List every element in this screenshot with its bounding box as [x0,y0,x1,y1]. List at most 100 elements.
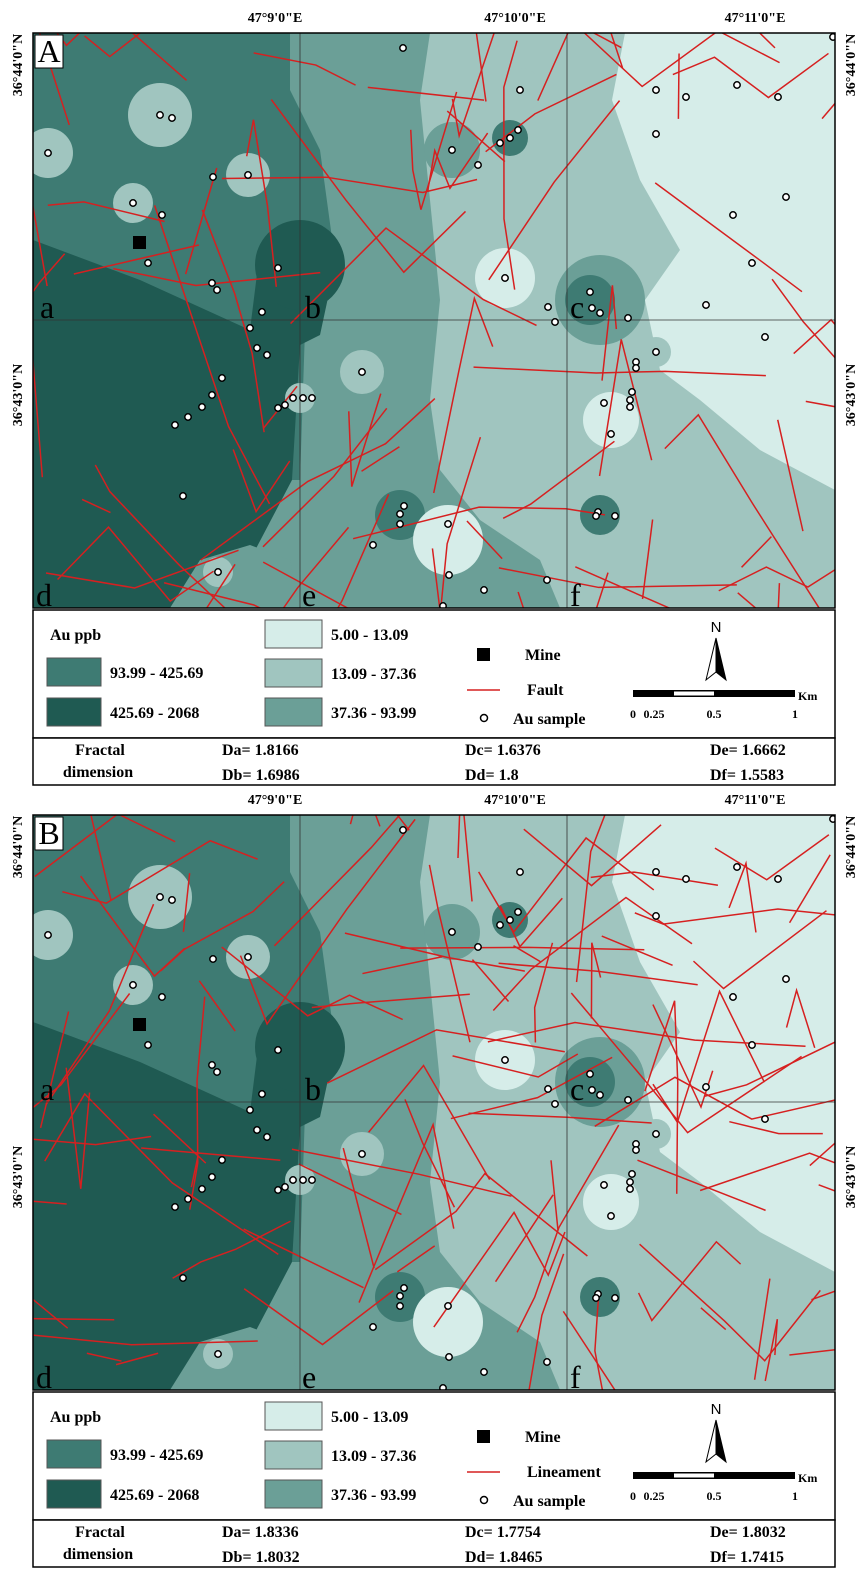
au-sample [749,260,755,266]
legend-line: Lineament [527,1464,601,1481]
cell-label: e [302,1359,316,1395]
scale-tick: 0 [630,1489,636,1503]
au-sample [180,1275,186,1281]
cell-label: b [305,1071,321,1107]
au-sample [397,1303,403,1309]
au-sample [587,1071,593,1077]
legend-class: 37.36 - 93.99 [331,1487,416,1504]
longitude-label: 47°9'0"E [248,11,303,26]
au-sample [589,1087,595,1093]
au-sample [370,1324,376,1330]
au-sample [401,503,407,509]
au-sample [159,994,165,1000]
au-sample [627,397,633,403]
legend-class: 5.00 - 13.09 [331,627,408,644]
mine [133,1018,146,1031]
au-sample [359,1151,365,1157]
panel-label: B [38,815,59,851]
scale-tick: 0.5 [707,707,722,721]
au-sample [259,309,265,315]
mine [133,236,146,249]
au-sample [633,1147,639,1153]
north-label: N [711,619,722,636]
legend-swatch [265,698,322,726]
au-sample [254,1127,260,1133]
au-sample [762,334,768,340]
au-sample [783,194,789,200]
au-sample [449,929,455,935]
legend-swatch [265,659,322,687]
au-sample [653,913,659,919]
au-sample [130,200,136,206]
au-sample [130,982,136,988]
au-sample [587,289,593,295]
legend-class: 425.69 - 2068 [110,1487,199,1504]
au-sample [359,369,365,375]
panel: Aabcdef47°9'0"E47°10'0"E47°11'0"E36°44'0… [0,0,864,785]
fractal-value: Dc= 1.7754 [465,1524,541,1541]
au-sample [653,869,659,875]
au-sample [612,1295,618,1301]
legend-sample: Au sample [513,1493,585,1510]
cell-label: a [40,289,54,325]
scale-unit: Km [798,689,817,703]
au-sample [264,1134,270,1140]
fractal-value: Da= 1.8166 [222,742,299,759]
fractal-value: De= 1.6662 [710,742,786,759]
au-sample [601,400,607,406]
au-sample [481,1369,487,1375]
au-sample [169,897,175,903]
au-sample [215,569,221,575]
cell-label: f [570,577,581,613]
legend-swatch [47,1440,101,1468]
au-sample [397,511,403,517]
au-sample [502,275,508,281]
au-sample [397,521,403,527]
au-sample [219,1157,225,1163]
au-sample [507,135,513,141]
au-sample [683,876,689,882]
au-sample [597,1092,603,1098]
au-sample [445,1303,451,1309]
legend-swatch [265,620,322,648]
longitude-label: 47°11'0"E [725,793,786,808]
au-sample [625,315,631,321]
legend-swatch [47,698,101,726]
au-sample [629,1171,635,1177]
legend-swatch [265,1480,322,1508]
au-sample [215,1351,221,1357]
au-sample [475,162,481,168]
scale-bar [674,1474,714,1478]
longitude-label: 47°10'0"E [484,11,546,26]
legend-swatch [47,658,101,686]
au-sample [172,1204,178,1210]
au-sample [259,1091,265,1097]
au-sample [275,1187,281,1193]
au-sample [517,87,523,93]
au-sample [370,542,376,548]
legend-class: 93.99 - 425.69 [110,665,203,682]
au-sample [199,404,205,410]
cell-label: d [36,577,52,613]
au-sample [545,304,551,310]
au-sample [214,287,220,293]
au-sample [254,345,260,351]
cell-label: e [302,577,316,613]
au-sample [544,1359,550,1365]
au-sample [275,405,281,411]
au-sample [507,917,513,923]
au-sample [209,1174,215,1180]
latitude-label: 36°43'0"N [844,364,859,426]
legend-sample-symbol [481,1497,488,1504]
au-sample [775,94,781,100]
au-sample [400,45,406,51]
legend-class: 5.00 - 13.09 [331,1409,408,1426]
latitude-label: 36°43'0"N [844,1146,859,1208]
legend-class: 93.99 - 425.69 [110,1447,203,1464]
legend-swatch [265,1402,322,1430]
au-sample [775,876,781,882]
au-sample [157,894,163,900]
longitude-label: 47°9'0"E [248,793,303,808]
au-sample [282,402,288,408]
au-sample [627,1179,633,1185]
